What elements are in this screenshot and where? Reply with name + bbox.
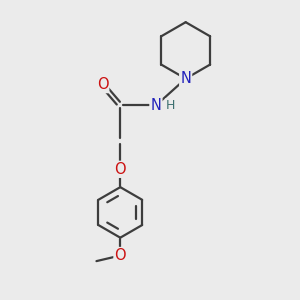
Text: O: O: [97, 77, 108, 92]
Text: N: N: [151, 98, 161, 113]
Text: H: H: [166, 99, 175, 112]
Text: N: N: [180, 71, 191, 86]
Text: O: O: [115, 248, 126, 263]
Text: O: O: [115, 162, 126, 177]
